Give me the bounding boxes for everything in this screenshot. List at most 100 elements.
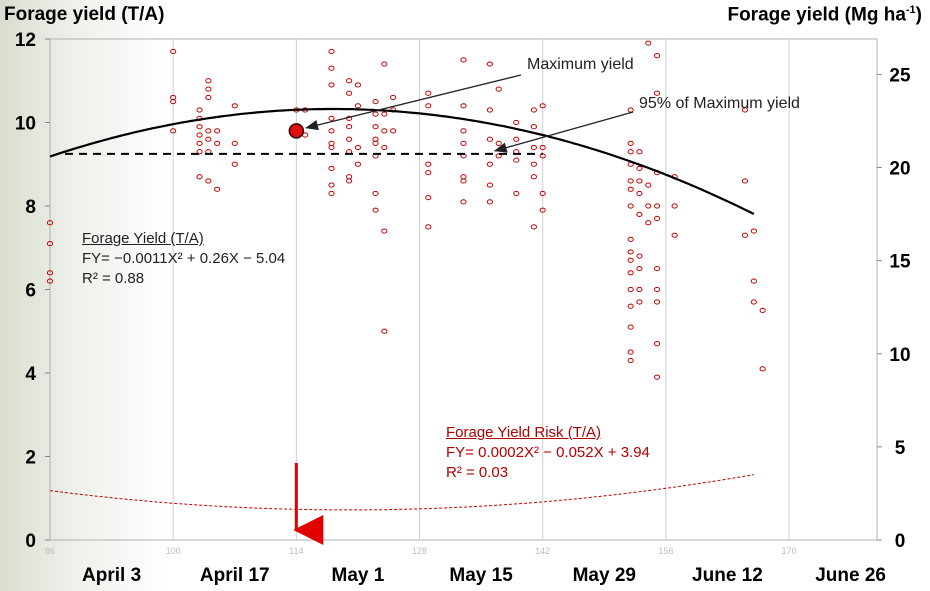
data-point [486,136,493,142]
y-axis-left-label: Forage yield (T/A) [4,4,165,25]
y-left-tick-label: 12 [15,30,36,51]
data-point [741,107,749,113]
data-point [750,278,757,284]
data-point [627,270,634,276]
data-point [346,78,353,84]
data-point [627,149,634,155]
data-point [627,249,634,255]
data-point [231,103,238,109]
maximum-yield-point [288,123,305,139]
data-point [372,140,379,146]
data-point [214,140,221,146]
data-point [627,324,634,330]
data-point [390,94,397,101]
data-point [425,224,432,230]
data-point [425,161,432,167]
forage-risk-r2: R² = 0.03 [446,464,509,481]
x-date-label: May 29 [573,565,636,586]
forage-yield-r2: R² = 0.88 [82,270,145,287]
data-point [636,286,643,293]
data-point [46,270,54,276]
data-point [231,140,238,146]
data-point [460,128,467,134]
data-point [530,161,537,167]
data-point [539,190,546,197]
data-point [460,178,467,184]
data-point [627,303,634,309]
data-point [636,211,643,217]
data-point [653,53,661,59]
data-point [645,220,652,226]
data-point [328,190,335,197]
data-point [486,182,493,188]
x-date-label: April 17 [200,565,270,586]
data-point [486,61,493,67]
data-point [46,220,54,226]
data-point [636,266,643,272]
data-point [495,153,502,159]
y-left-tick-label: 2 [25,448,36,469]
data-point [750,228,757,234]
data-point [645,182,652,188]
data-point [372,124,379,130]
data-point [495,140,502,146]
data-point [759,366,766,372]
data-point [346,124,353,130]
data-point [231,161,238,167]
data-point [636,149,643,155]
data-point [196,149,203,155]
data-point [46,240,54,247]
data-point [636,190,643,197]
data-point [346,136,353,142]
data-point [627,140,634,146]
data-point [627,107,634,113]
data-point [460,199,467,205]
data-point [170,99,177,105]
data-point [205,94,212,101]
data-point [354,144,362,151]
data-point [170,128,177,134]
data-point [530,174,537,180]
data-point [653,203,661,209]
data-point [381,111,388,117]
data-point [346,174,353,180]
data-point [354,82,362,88]
data-point [653,266,661,272]
data-point [653,90,661,96]
data-point [205,178,212,184]
data-point [205,78,212,84]
annotation-95-percent: 95% of Maximum yield [639,95,800,112]
data-point [513,157,520,163]
data-point [627,203,634,209]
data-point [381,144,388,151]
data-point [653,215,661,222]
data-point [759,307,766,313]
y-right-tick-label: 20 [889,159,910,180]
data-point [460,57,467,63]
data-point [645,40,652,46]
data-point [214,186,221,192]
data-point [530,224,537,230]
data-point [328,144,335,151]
data-point [636,253,643,259]
data-point [372,207,379,213]
data-point [671,232,678,238]
data-point [196,132,203,138]
data-point [354,103,362,109]
data-point [425,170,432,176]
data-point [741,178,749,184]
forage-risk-curve [49,474,754,511]
forage-risk-equation-block: Forage Yield Risk (T/A) FY= 0.0002X² − 0… [446,423,650,483]
forage-yield-equation-block: Forage Yield (T/A) FY= −0.0011X² + 0.26X… [82,229,285,289]
data-point [328,48,335,55]
data-point [486,161,493,167]
data-point [205,86,212,92]
x-minor-tick-label: 128 [412,546,427,556]
x-minor-tick-label: 100 [166,546,181,556]
y-right-tick-label: 5 [895,438,906,459]
data-point [381,128,388,134]
y-left-tick-label: 6 [25,281,36,302]
data-point [196,140,203,146]
data-point [425,90,432,96]
